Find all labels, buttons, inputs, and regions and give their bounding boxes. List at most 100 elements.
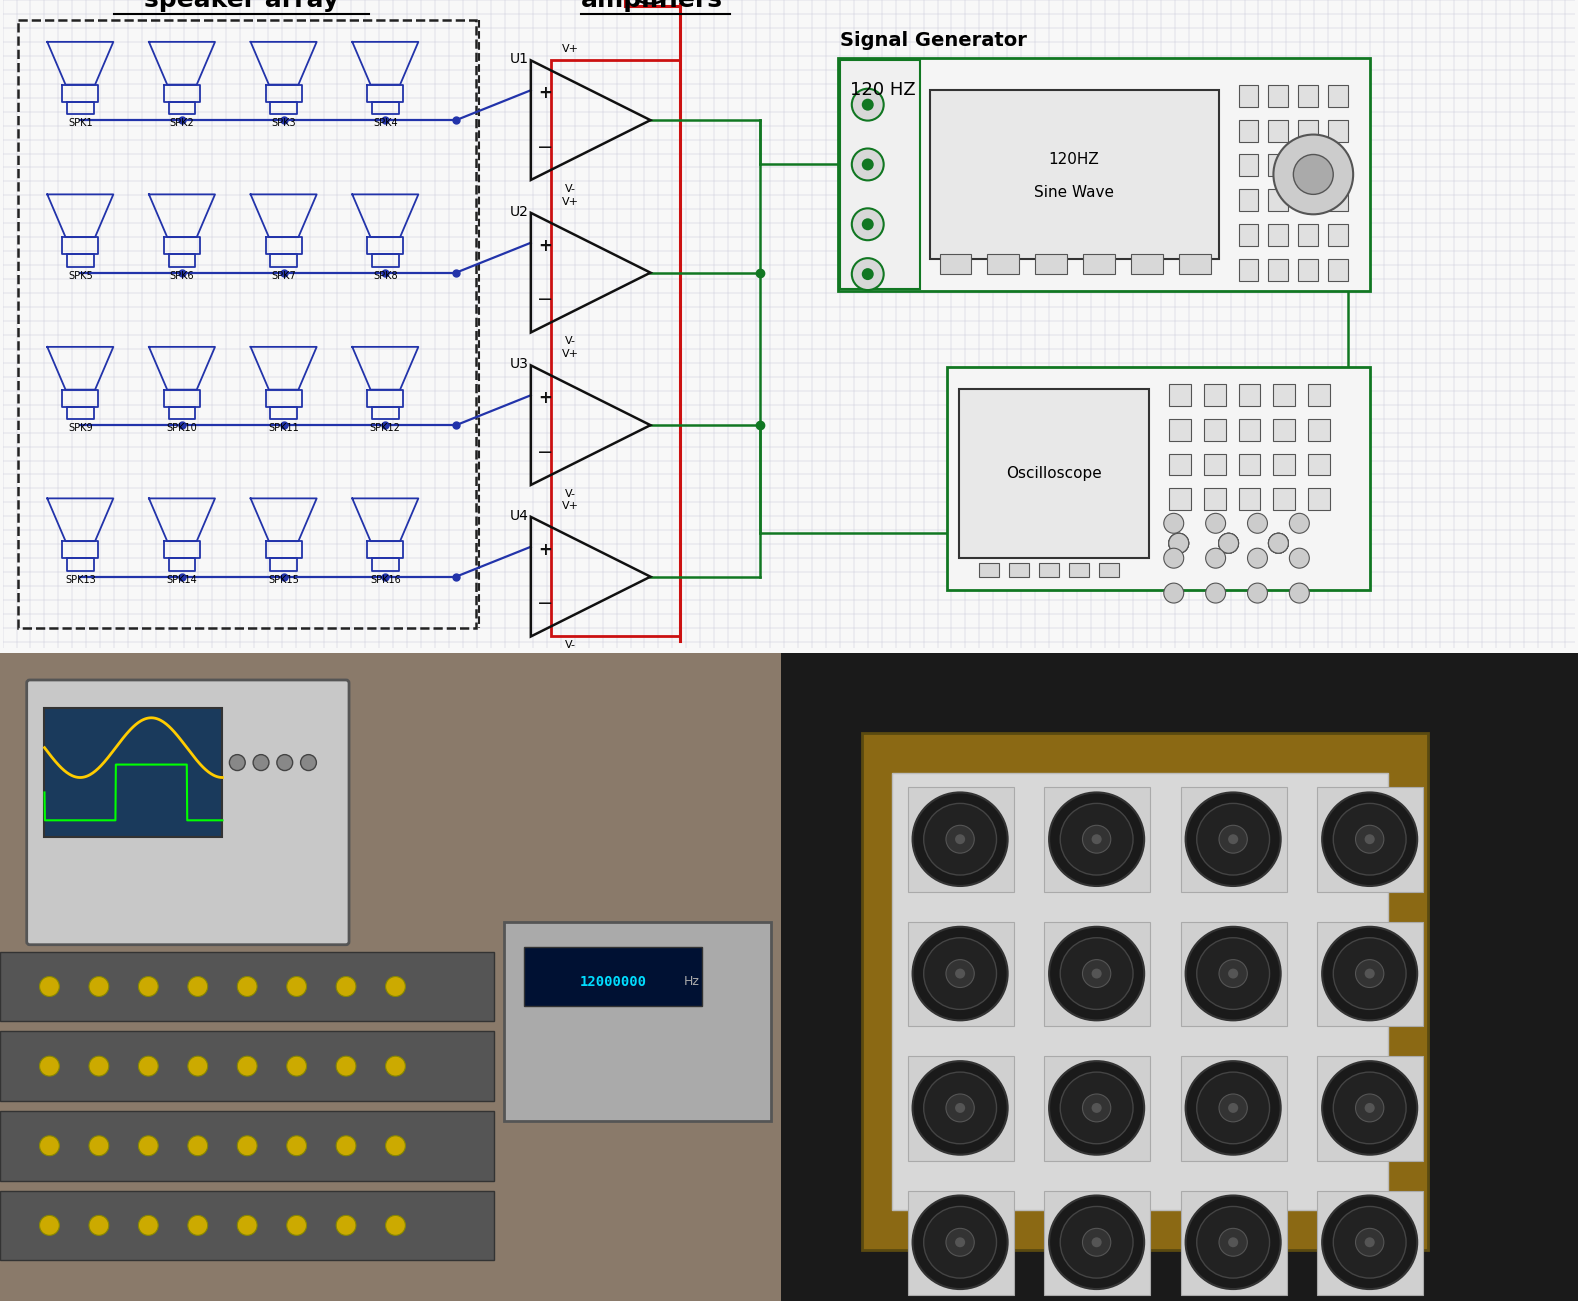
Bar <box>1239 259 1259 281</box>
Circle shape <box>385 977 406 997</box>
FancyBboxPatch shape <box>947 367 1370 591</box>
Circle shape <box>1269 533 1288 553</box>
Bar <box>1308 488 1330 510</box>
Text: speaker array: speaker array <box>144 0 339 12</box>
Circle shape <box>39 1056 60 1076</box>
Text: +: + <box>538 389 552 407</box>
Circle shape <box>1218 1228 1247 1257</box>
Circle shape <box>39 977 60 997</box>
Circle shape <box>1169 533 1188 553</box>
Bar <box>1180 787 1286 892</box>
Circle shape <box>1356 960 1384 987</box>
Bar <box>1318 1056 1423 1160</box>
Circle shape <box>139 1215 158 1236</box>
Bar <box>1010 563 1029 578</box>
Circle shape <box>1228 968 1239 978</box>
Circle shape <box>1289 583 1310 604</box>
Circle shape <box>287 1136 306 1155</box>
Bar <box>1318 922 1423 1026</box>
Text: SPK16: SPK16 <box>369 575 401 584</box>
Bar <box>1068 563 1089 578</box>
Circle shape <box>1206 548 1226 569</box>
Circle shape <box>923 1206 997 1278</box>
Circle shape <box>1196 1206 1270 1278</box>
Circle shape <box>237 1136 257 1155</box>
Circle shape <box>229 755 245 770</box>
Circle shape <box>1165 583 1184 604</box>
Bar <box>907 1056 1013 1160</box>
Bar <box>862 732 1428 1250</box>
Circle shape <box>1322 792 1417 886</box>
Circle shape <box>1333 938 1406 1010</box>
Circle shape <box>1322 926 1417 1020</box>
Circle shape <box>88 1136 109 1155</box>
Circle shape <box>287 1056 306 1076</box>
Circle shape <box>336 977 357 997</box>
Text: −: − <box>537 290 552 310</box>
Text: −: − <box>537 138 552 156</box>
Circle shape <box>188 1056 208 1076</box>
Bar <box>988 254 1019 275</box>
Text: V+: V+ <box>562 44 579 55</box>
Circle shape <box>1092 834 1101 844</box>
Text: Signal Generator: Signal Generator <box>839 31 1027 49</box>
Bar <box>1045 787 1150 892</box>
Circle shape <box>385 1056 406 1076</box>
Bar <box>1329 85 1348 107</box>
Text: SPK1: SPK1 <box>68 118 93 129</box>
Bar <box>1045 1190 1150 1294</box>
Circle shape <box>1049 792 1144 886</box>
Bar <box>1169 454 1191 475</box>
Bar <box>892 773 1389 1210</box>
Circle shape <box>1333 804 1406 876</box>
Circle shape <box>1185 1062 1281 1155</box>
Bar <box>1299 190 1318 211</box>
Bar <box>1269 259 1288 281</box>
Bar <box>1299 224 1318 246</box>
Circle shape <box>1092 1237 1101 1248</box>
Text: U3: U3 <box>510 358 529 371</box>
Bar <box>1131 254 1163 275</box>
Bar <box>959 389 1149 558</box>
Text: +: + <box>538 237 552 255</box>
Bar <box>1169 384 1191 406</box>
Circle shape <box>923 1072 997 1144</box>
Circle shape <box>1228 1237 1239 1248</box>
Circle shape <box>1289 548 1310 569</box>
Circle shape <box>945 1228 974 1257</box>
Circle shape <box>852 258 884 290</box>
Bar <box>1040 563 1059 578</box>
Text: V-: V- <box>565 640 576 650</box>
FancyBboxPatch shape <box>838 57 1370 291</box>
Text: SPK9: SPK9 <box>68 423 93 433</box>
Bar <box>1273 384 1296 406</box>
Circle shape <box>945 960 974 987</box>
Bar <box>1239 454 1261 475</box>
Bar <box>1269 190 1288 211</box>
Circle shape <box>852 208 884 241</box>
Circle shape <box>1218 825 1247 853</box>
Circle shape <box>1365 1103 1374 1112</box>
Circle shape <box>1196 804 1270 876</box>
Bar <box>1204 454 1226 475</box>
Bar <box>907 1190 1013 1294</box>
Text: 120HZ: 120HZ <box>1049 152 1100 167</box>
FancyBboxPatch shape <box>27 680 349 945</box>
Circle shape <box>336 1056 357 1076</box>
Bar <box>980 563 999 578</box>
Circle shape <box>1049 1196 1144 1289</box>
Bar <box>1329 120 1348 142</box>
Circle shape <box>287 977 306 997</box>
Circle shape <box>336 1215 357 1236</box>
Bar <box>1239 190 1259 211</box>
Bar <box>0 1032 494 1101</box>
Circle shape <box>1083 1094 1111 1121</box>
Circle shape <box>1248 583 1267 604</box>
Text: SPK7: SPK7 <box>271 271 297 281</box>
Bar <box>524 947 702 1007</box>
Bar <box>44 708 222 838</box>
Text: +: + <box>538 541 552 558</box>
Bar <box>1269 224 1288 246</box>
Text: +: + <box>538 85 552 103</box>
Circle shape <box>852 88 884 121</box>
